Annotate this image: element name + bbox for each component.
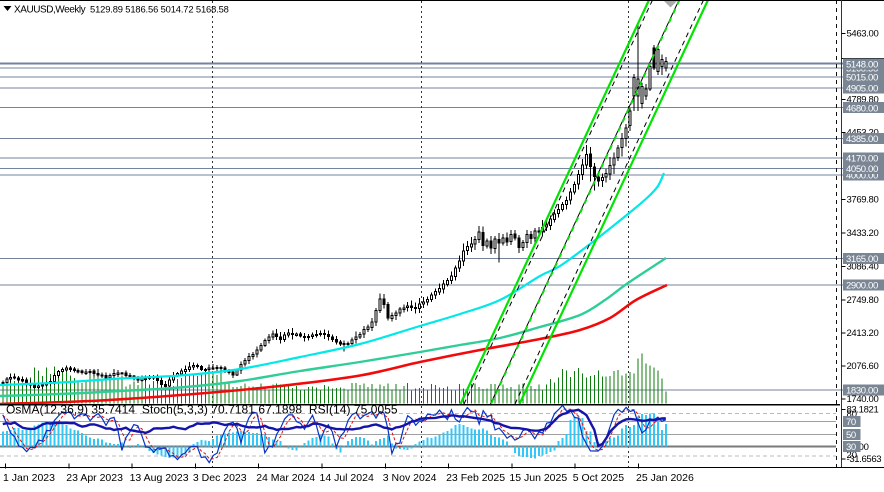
svg-text:23 Feb 2025: 23 Feb 2025 bbox=[446, 472, 505, 484]
svg-text:3165.00: 3165.00 bbox=[846, 254, 878, 265]
svg-text:3433.20: 3433.20 bbox=[847, 228, 879, 239]
svg-text:25 Jan 2026: 25 Jan 2026 bbox=[636, 472, 694, 484]
svg-text:30: 30 bbox=[846, 442, 856, 453]
svg-text:5 Oct 2025: 5 Oct 2025 bbox=[573, 472, 625, 484]
svg-text:13 Aug 2023: 13 Aug 2023 bbox=[130, 472, 189, 484]
svg-text:4170.00: 4170.00 bbox=[846, 154, 878, 165]
svg-text:5015.00: 5015.00 bbox=[846, 73, 878, 84]
svg-text:3 Dec 2023: 3 Dec 2023 bbox=[193, 472, 247, 484]
svg-text:2076.60: 2076.60 bbox=[847, 361, 879, 372]
svg-text:14 Jul 2024: 14 Jul 2024 bbox=[320, 472, 374, 484]
svg-text:5463.00: 5463.00 bbox=[847, 29, 879, 40]
svg-text:1830.00: 1830.00 bbox=[846, 386, 878, 397]
svg-text:2749.80: 2749.80 bbox=[847, 295, 879, 306]
svg-text:4050.00: 4050.00 bbox=[846, 164, 878, 175]
svg-text:23 Apr 2023: 23 Apr 2023 bbox=[66, 472, 123, 484]
svg-text:4385.00: 4385.00 bbox=[846, 134, 878, 145]
svg-text:5148.00: 5148.00 bbox=[846, 60, 878, 71]
svg-text:2413.20: 2413.20 bbox=[847, 328, 879, 339]
svg-text:1 Jan 2023: 1 Jan 2023 bbox=[3, 472, 55, 484]
svg-text:2900.00: 2900.00 bbox=[846, 281, 878, 292]
svg-text:15 Jun 2025: 15 Jun 2025 bbox=[509, 472, 567, 484]
svg-text:5129.89 5186.56 5014.72 5168.5: 5129.89 5186.56 5014.72 5168.58 bbox=[90, 4, 229, 15]
svg-text:4680.00: 4680.00 bbox=[846, 103, 878, 114]
svg-text:4905.00: 4905.00 bbox=[846, 84, 878, 95]
svg-text:3769.80: 3769.80 bbox=[847, 195, 879, 206]
svg-text:50: 50 bbox=[846, 430, 856, 441]
svg-text:70: 70 bbox=[846, 417, 856, 428]
svg-text:OsMA(12,36,9) 35.7414 Stoch(5: OsMA(12,36,9) 35.7414 Stoch(5,3,3) 70.71… bbox=[6, 403, 398, 417]
svg-text:-31.6563: -31.6563 bbox=[847, 454, 882, 465]
svg-text:24 Mar 2024: 24 Mar 2024 bbox=[256, 472, 315, 484]
svg-text:3 Nov 2024: 3 Nov 2024 bbox=[383, 472, 437, 484]
svg-text:XAUUSD,Weekly: XAUUSD,Weekly bbox=[14, 5, 86, 16]
